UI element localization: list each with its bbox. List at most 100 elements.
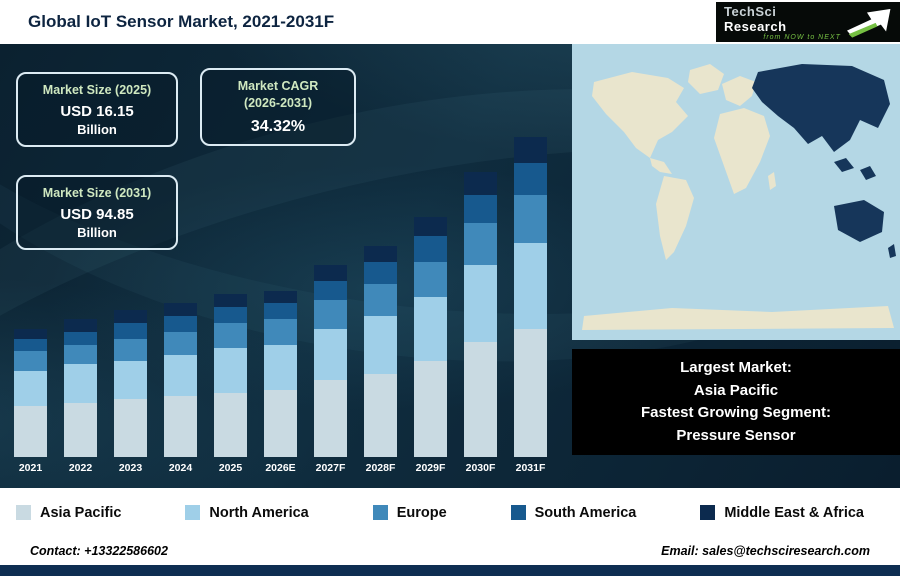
bar-category-label: 2025	[218, 462, 243, 474]
bar-category-label: 2022	[68, 462, 93, 474]
bar-column: 2024	[164, 303, 197, 474]
bar-segment-south-america	[264, 303, 297, 320]
bar-segment-middle-east-africa	[214, 293, 247, 307]
legend-label: Europe	[396, 504, 447, 521]
bar-segment-south-america	[414, 236, 447, 262]
bar-segment-asia-pacific	[464, 341, 497, 457]
footer-contact: Contact: +13322586602	[30, 544, 168, 558]
legend: Asia Pacific North America Europe South Ame…	[0, 488, 900, 537]
logo-brand-research: Research	[724, 18, 787, 34]
logo-arrow-icon	[846, 8, 891, 38]
logo-text: TechSci Research from NOW to NEXT	[724, 4, 841, 41]
page-title: Global IoT Sensor Market, 2021-2031F	[28, 12, 335, 31]
market-size-2025-label: Market Size (2025)	[42, 83, 152, 97]
bar-stack	[114, 309, 147, 457]
bar-segment-south-america	[364, 261, 397, 285]
highlight-line-1: Largest Market:	[680, 359, 792, 376]
bar-stack	[314, 265, 347, 457]
bar-segment-south-america	[164, 316, 197, 333]
main-chart-area: Market Size (2025) USD 16.15 Billion Mar…	[0, 44, 900, 488]
bar-segment-north-america	[514, 242, 547, 329]
map-southeast-asia-islands	[834, 158, 854, 172]
bar-segment-north-america	[264, 345, 297, 390]
bar-segment-europe	[364, 284, 397, 317]
highlight-line-3: Fastest Growing Segment:	[640, 404, 832, 421]
footer: Contact: +13322586602 Email: sales@techs…	[0, 537, 900, 565]
legend-label: North America	[209, 504, 309, 521]
bar-segment-europe	[114, 338, 147, 362]
logo-brand-tech: TechSci	[724, 3, 777, 19]
bar-segment-europe	[464, 223, 497, 266]
bar-segment-middle-east-africa	[464, 172, 497, 195]
map-asia-highlighted	[752, 64, 890, 152]
bar-segment-asia-pacific	[114, 399, 147, 457]
right-panel: Largest Market: Asia Pacific Fastest Gro…	[572, 44, 900, 488]
bar-segment-europe	[14, 351, 47, 371]
bar-category-label: 2029F	[415, 462, 446, 474]
bar-segment-asia-pacific	[364, 373, 397, 457]
bar-segment-north-america	[114, 361, 147, 400]
bar-stack	[464, 172, 497, 457]
bar-segment-middle-east-africa	[264, 290, 297, 304]
bar-column: 2028F	[364, 245, 397, 474]
legend-item: Europe	[372, 504, 447, 521]
map-africa	[714, 108, 770, 194]
chart-panel: Market Size (2025) USD 16.15 Billion Mar…	[0, 44, 572, 488]
bar-segment-asia-pacific	[264, 389, 297, 457]
market-cagr-box: Market CAGR (2026-2031) 34.32%	[200, 68, 356, 146]
bar-segment-north-america	[414, 297, 447, 361]
bar-column: 2021	[14, 329, 47, 474]
market-size-2031-value: USD 94.85	[60, 205, 134, 223]
bar-segment-north-america	[464, 265, 497, 342]
bar-segment-middle-east-africa	[514, 137, 547, 163]
bar-column: 2026E	[264, 290, 297, 474]
techsci-logo: TechSci Research from NOW to NEXT	[716, 2, 900, 42]
bar-segment-europe	[514, 194, 547, 243]
bar-segment-asia-pacific	[414, 361, 447, 457]
bar-segment-south-america	[214, 306, 247, 323]
bar-category-label: 2023	[118, 462, 143, 474]
bar-column: 2029F	[414, 217, 447, 474]
bar-stack	[264, 290, 297, 457]
bar-stack	[214, 293, 247, 457]
map-australia	[834, 200, 884, 242]
logo-brand: TechSci Research	[724, 4, 841, 34]
bar-segment-middle-east-africa	[414, 217, 447, 237]
bar-column: 2030F	[464, 172, 497, 474]
legend-swatch	[185, 505, 201, 520]
legend-label: South America	[534, 504, 637, 521]
map-south-america	[656, 176, 694, 260]
market-size-2031-label: Market Size (2031)	[42, 186, 152, 200]
bar-category-label: 2024	[168, 462, 193, 474]
bar-category-label: 2027F	[315, 462, 346, 474]
bar-segment-south-america	[514, 162, 547, 195]
bar-segment-asia-pacific	[64, 402, 97, 457]
bar-stack	[164, 303, 197, 457]
highlight-line-4: Pressure Sensor	[676, 426, 796, 444]
market-size-2031-unit: Billion	[77, 224, 117, 240]
logo-tagline: from NOW to NEXT	[763, 33, 841, 41]
legend-swatch	[700, 505, 716, 520]
map-new-zealand	[888, 244, 896, 258]
bar-segment-europe	[214, 322, 247, 349]
bottom-bar	[0, 565, 900, 576]
legend-item: Middle East & Africa	[700, 505, 864, 521]
market-size-2031-box: Market Size (2031) USD 94.85 Billion	[16, 175, 178, 250]
bar-segment-asia-pacific	[14, 405, 47, 457]
bar-segment-europe	[164, 332, 197, 355]
bar-category-label: 2021	[18, 462, 43, 474]
bar-segment-north-america	[314, 329, 347, 381]
bar-category-label: 2028F	[365, 462, 396, 474]
bar-segment-south-america	[464, 194, 497, 224]
market-size-2025-unit: Billion	[77, 121, 117, 137]
bar-segment-europe	[264, 319, 297, 346]
bar-segment-north-america	[214, 348, 247, 393]
bar-segment-north-america	[164, 354, 197, 397]
bar-segment-asia-pacific	[314, 380, 347, 457]
bar-segment-asia-pacific	[214, 393, 247, 457]
bar-segment-middle-east-africa	[364, 245, 397, 262]
map-greenland	[688, 64, 724, 94]
legend-item: North America	[185, 504, 309, 521]
map-north-america	[592, 72, 688, 158]
bar-segment-north-america	[14, 370, 47, 406]
